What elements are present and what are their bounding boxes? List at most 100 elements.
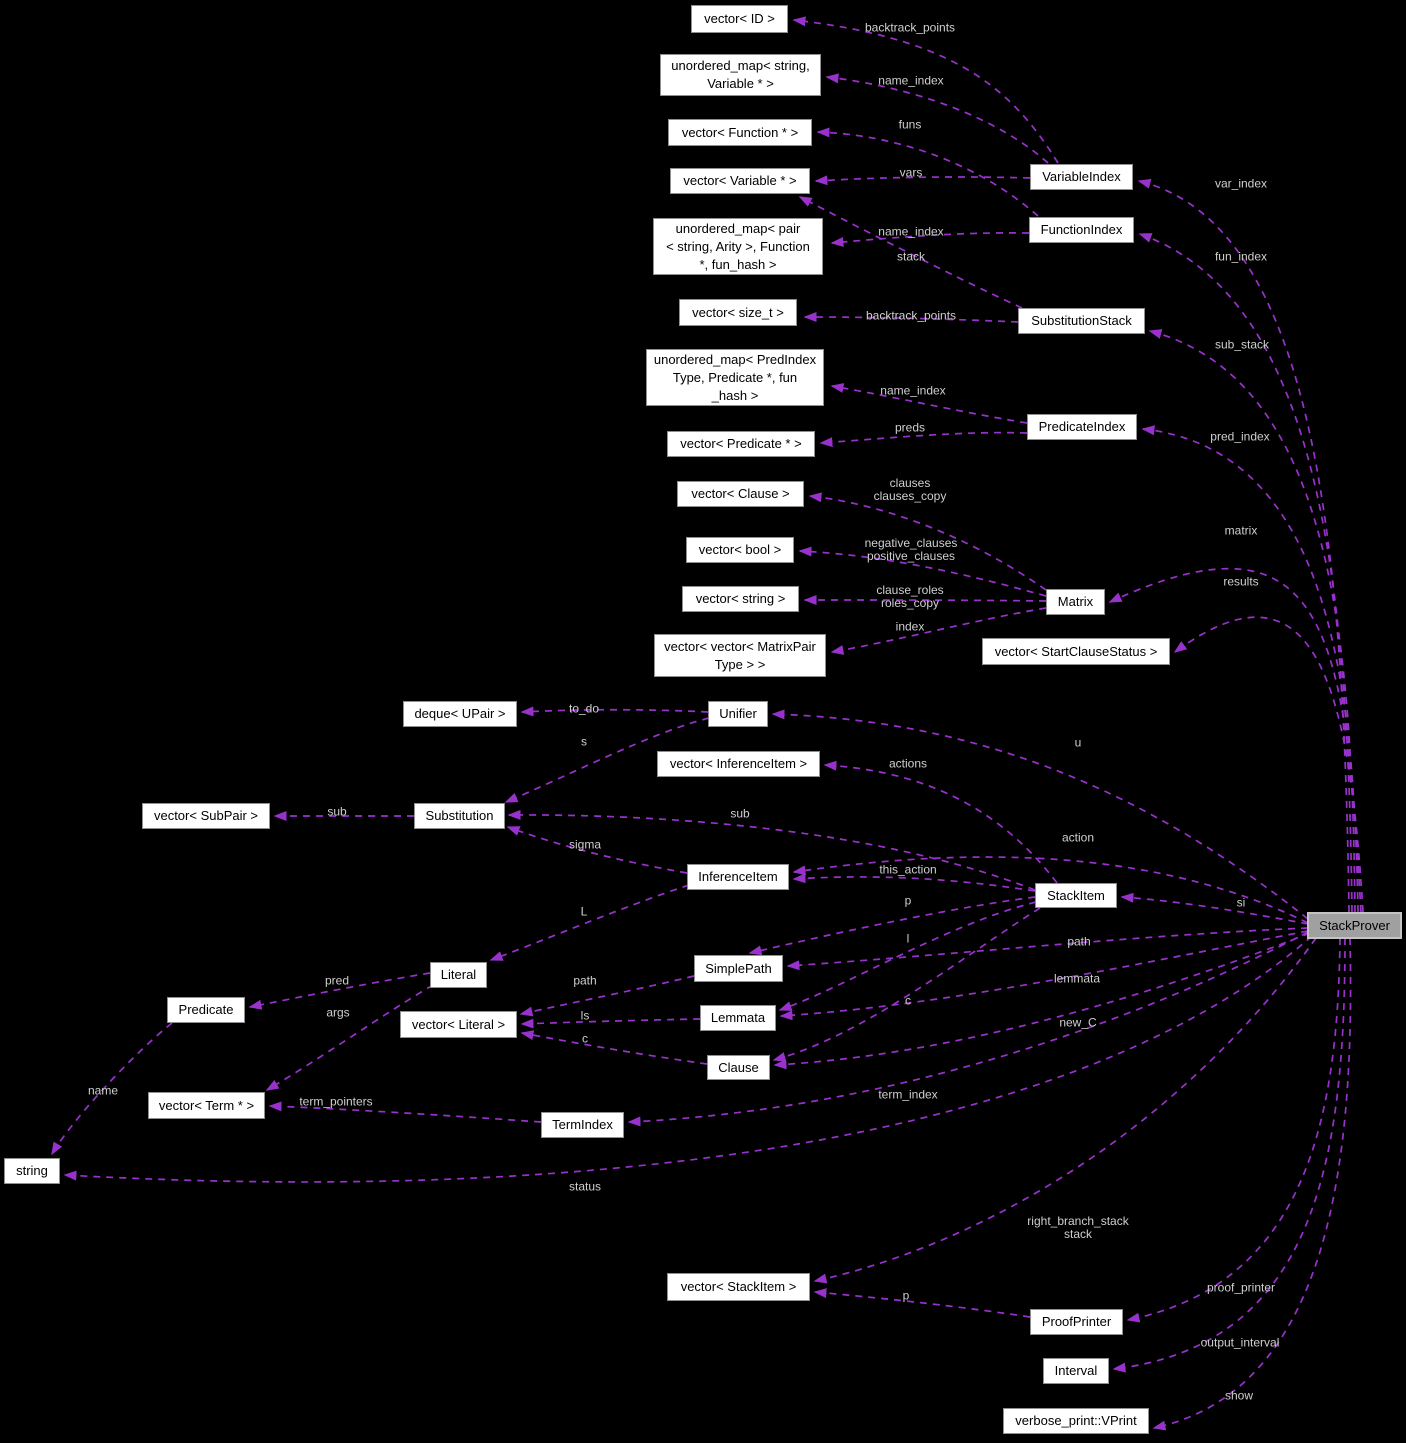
edge-label-stackitem-l: l [906,931,910,946]
edge-matrix-neg-pos-clauses [798,546,1047,597]
node-vector-literal[interactable]: vector< Literal > [400,1011,517,1038]
edge-label-stackprover-show: show [1224,1388,1254,1403]
edge-label-simplepath-path: path [573,973,597,988]
edge-label-matrix-clauses: clauses clauses_copy [873,476,947,503]
edge-label-stackprover-lemmata: lemmata [1053,971,1101,986]
edge-label-stackprover-new-C: new_C [1059,1015,1097,1030]
edge-functionindex-funs [816,127,1039,217]
edge-stackprover-pred-index [1141,425,1359,913]
node-termindex[interactable]: TermIndex [541,1112,624,1138]
edge-label-literal-pred: pred [324,973,350,988]
node-unordered-map-pair-function[interactable]: unordered_map< pair < string, Arity >, F… [653,218,823,275]
edge-inferenceitem-L [489,884,690,961]
edge-stackprover-fun-index [1138,233,1353,913]
node-matrix[interactable]: Matrix [1046,589,1105,615]
node-deque-upair[interactable]: deque< UPair > [403,701,517,727]
edge-label-stackprover-results: results [1223,574,1259,589]
node-vector-variable-ptr[interactable]: vector< Variable * > [670,168,810,194]
edge-label-stackprover-si: si [1236,895,1246,910]
node-vector-stackitem[interactable]: vector< StackItem > [667,1273,810,1301]
edge-stackprover-output-interval [1112,937,1346,1373]
edge-label-clause-c: c [582,1031,588,1046]
edge-stackitem-actions [823,760,1058,884]
edge-stackprover-status [63,935,1313,1183]
edge-lemmata-ls [520,1018,701,1029]
edge-label-functionindex-name-index: name_index [878,224,944,239]
edge-label-stackprover-output-interval: output_interval [1200,1335,1280,1350]
edge-label-stackprover-pred-index: pred_index [1210,429,1270,444]
node-functionindex[interactable]: FunctionIndex [1029,217,1134,243]
node-inferenceitem[interactable]: InferenceItem [687,864,789,890]
node-vector-clause[interactable]: vector< Clause > [677,481,804,507]
node-predicate[interactable]: Predicate [167,997,245,1023]
edge-stackprover-stacks [813,937,1317,1284]
edge-proofprinter-p [813,1288,1031,1318]
edge-stackprover-si [1120,892,1309,925]
edge-label-unifier-to-do: to_do [568,701,600,716]
edge-label-stackprover-matrix: matrix [1224,523,1258,538]
edge-literal-args [265,984,434,1091]
edge-label-variableindex-name-index: name_index [878,73,944,88]
node-stackprover: StackProver [1307,912,1402,939]
node-literal[interactable]: Literal [430,962,487,988]
edge-stackitem-sub [507,809,1036,891]
node-vector-term-ptr[interactable]: vector< Term * > [148,1092,265,1119]
node-vector-id[interactable]: vector< ID > [691,5,788,33]
edge-label-stackprover-action: action [1061,830,1095,845]
node-vector-vector-matrixpairtype[interactable]: vector< vector< MatrixPair Type > > [654,634,826,677]
edge-stackprover-sub-stack [1148,329,1356,913]
edge-label-variableindex-backtrack-points: backtrack_points [864,20,956,35]
edge-label-matrix-clause-roles: clause_roles roles_copy [876,583,944,610]
edge-label-inferenceitem-L: L [580,904,588,919]
edge-stackprover-u [771,709,1309,920]
node-vector-predicate-ptr[interactable]: vector< Predicate * > [667,431,815,457]
edge-label-stackitem-sub: sub [730,806,750,821]
edge-stackitem-this-action [792,873,1036,892]
edge-stackitem-l [778,901,1037,1011]
node-proofprinter[interactable]: ProofPrinter [1030,1309,1123,1335]
node-unordered-map-predindex[interactable]: unordered_map< PredIndex Type, Predicate… [646,349,824,406]
node-substitution[interactable]: Substitution [414,803,505,829]
edge-label-stackprover-sub-stack: sub_stack [1214,337,1270,352]
edge-label-literal-args: args [326,1005,350,1020]
edge-label-proofprinter-p: p [902,1288,910,1303]
edge-label-stackprover-var-index: var_index [1214,176,1268,191]
edge-label-unifier-s: s [581,734,587,749]
edge-simplepath-path [519,975,695,1017]
edge-stackitem-p [748,896,1036,956]
node-lemmata[interactable]: Lemmata [700,1005,776,1031]
edge-label-predicate-name: name [87,1083,119,1098]
node-string[interactable]: string [4,1158,60,1184]
edge-label-matrix-neg-pos-clauses: negative_clauses positive_clauses [864,536,958,563]
edge-stackprover-action [792,856,1309,924]
node-unifier[interactable]: Unifier [708,701,768,727]
node-variableindex[interactable]: VariableIndex [1030,164,1133,190]
node-predicateindex[interactable]: PredicateIndex [1027,414,1137,440]
node-vector-startclausestatus[interactable]: vector< StartClauseStatus > [982,638,1170,665]
node-interval[interactable]: Interval [1043,1358,1109,1384]
node-simplepath[interactable]: SimplePath [694,955,783,982]
edge-stackprover-term-index [627,931,1309,1127]
node-vector-size-t[interactable]: vector< size_t > [679,299,797,326]
edge-predicateindex-name-index [830,383,1028,424]
edge-label-stackprover-fun-index: fun_index [1214,249,1268,264]
node-vector-bool[interactable]: vector< bool > [686,537,794,563]
edge-label-stackitem-this-action: this_action [879,862,937,877]
node-vector-string[interactable]: vector< string > [682,586,799,612]
edge-stackprover-lemmata [779,930,1309,1021]
edge-stackprover-path [786,927,1309,971]
node-vector-subpair[interactable]: vector< SubPair > [142,803,270,829]
node-clause[interactable]: Clause [707,1055,770,1080]
edge-stackprover-var-index [1137,178,1350,913]
edge-stackprover-show [1152,937,1352,1431]
node-unordered-map-string-variable[interactable]: unordered_map< string, Variable * > [660,54,821,96]
node-stackitem[interactable]: StackItem [1035,883,1117,908]
edge-matrix-clause-roles [803,595,1047,606]
node-vector-function-ptr[interactable]: vector< Function * > [668,119,812,146]
node-verbose-print-vprint[interactable]: verbose_print::VPrint [1003,1408,1149,1434]
node-substitutionstack[interactable]: SubstitutionStack [1018,308,1145,334]
edge-label-stackprover-stacks: right_branch_stack stack [1027,1214,1129,1241]
node-vector-inferenceitem[interactable]: vector< InferenceItem > [657,751,820,777]
edge-predicate-name [51,1022,173,1156]
edge-label-stackitem-actions: actions [888,756,928,771]
